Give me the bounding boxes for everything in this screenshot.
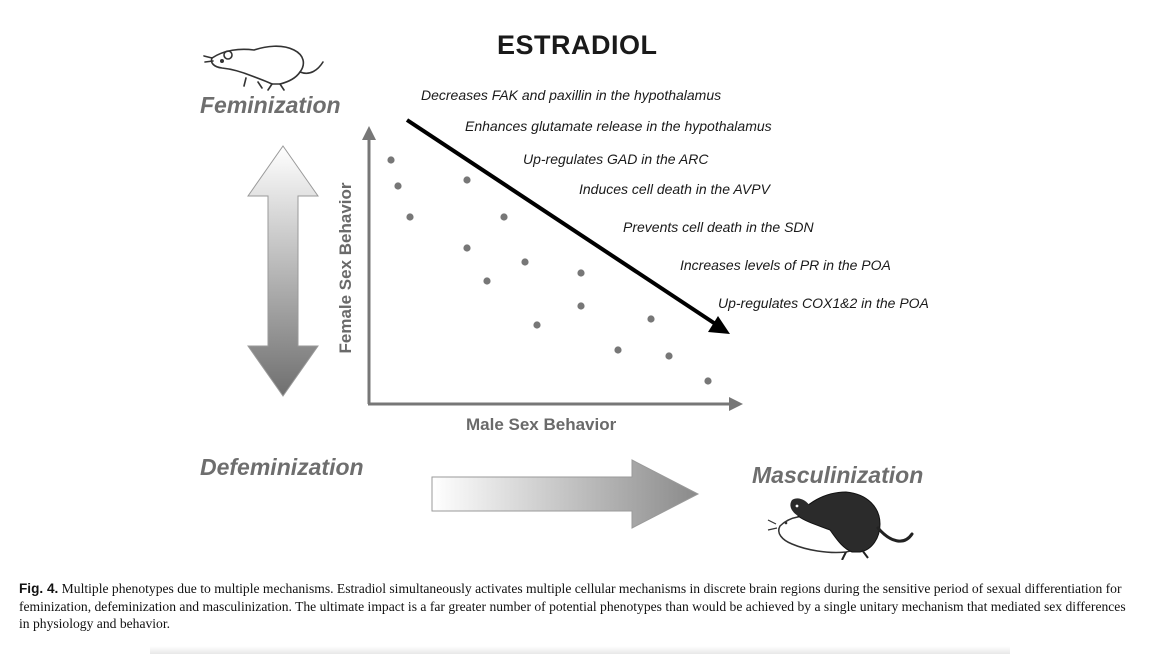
phenotype-dot — [500, 213, 508, 221]
phenotype-dot — [665, 352, 673, 360]
mechanism-label: Up-regulates COX1&2 in the POA — [718, 295, 929, 311]
figure-caption-text: Multiple phenotypes due to multiple mech… — [19, 581, 1126, 631]
phenotype-dot — [406, 213, 414, 221]
y-axis-label: Female Sex Behavior — [336, 182, 355, 354]
mechanism-label: Up-regulates GAD in the ARC — [523, 151, 709, 167]
estradiol-diagonal-arrow — [405, 118, 730, 334]
phenotype-dot — [394, 182, 402, 190]
phenotype-dot — [577, 302, 585, 310]
mechanism-label: Induces cell death in the AVPV — [579, 181, 770, 197]
phenotype-dots — [387, 156, 712, 385]
phenotype-diagram — [203, 45, 914, 560]
page-bottom-shadow — [150, 646, 1010, 654]
defeminization-label: Defeminization — [200, 454, 364, 480]
phenotype-dot — [483, 277, 491, 285]
phenotype-dot — [614, 346, 622, 354]
figure-title: ESTRADIOL — [497, 30, 658, 60]
masculinization-label: Masculinization — [752, 462, 924, 488]
plot-axes — [362, 126, 743, 411]
phenotype-dot — [463, 176, 471, 184]
phenotype-dot — [647, 315, 655, 323]
feminization-defeminization-arrow — [247, 145, 319, 397]
x-axis-label: Male Sex Behavior — [466, 415, 617, 434]
figure-caption-label: Fig. 4. — [19, 581, 59, 596]
mechanism-label: Increases levels of PR in the POA — [680, 257, 891, 273]
rat-feminine-icon — [203, 45, 324, 91]
phenotype-dot — [463, 244, 471, 252]
masculinization-arrow — [431, 459, 700, 529]
mechanism-label: Enhances glutamate release in the hypoth… — [465, 118, 772, 134]
feminization-label: Feminization — [200, 92, 341, 118]
phenotype-dot — [521, 258, 529, 266]
phenotype-dot — [533, 321, 541, 329]
rat-masculine-mounting-icon — [767, 491, 914, 560]
phenotype-dot — [577, 269, 585, 277]
phenotype-dot — [387, 156, 395, 164]
figure-caption: Fig. 4. Multiple phenotypes due to multi… — [19, 580, 1135, 633]
mechanism-label: Decreases FAK and paxillin in the hypoth… — [421, 87, 722, 103]
phenotype-dot — [704, 377, 712, 385]
mechanism-label: Prevents cell death in the SDN — [623, 219, 814, 235]
